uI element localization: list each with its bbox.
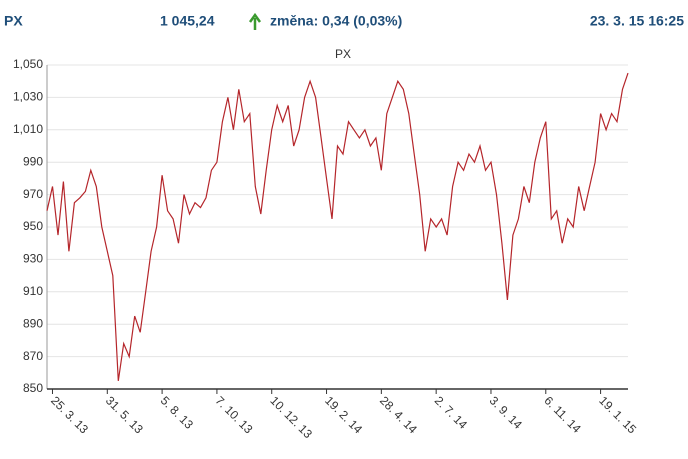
symbol: PX: [4, 13, 23, 29]
y-tick-label: 990: [23, 154, 43, 168]
y-tick-label: 1,010: [13, 122, 43, 136]
y-tick-label: 950: [23, 219, 43, 233]
x-tick-label: 19. 2. 14: [322, 393, 365, 436]
x-tick-label: 5. 8. 13: [158, 393, 196, 431]
line: [46, 72, 629, 381]
y-tick-label: 1,050: [13, 57, 43, 71]
x-tick-label: 10. 12. 13: [267, 393, 315, 441]
change: změna: 0,34 (0,03%): [270, 13, 402, 29]
y-tick-label: 930: [23, 252, 43, 266]
time: 23. 3. 15 16:25: [590, 13, 684, 29]
x-tick-label: 6. 11. 14: [541, 393, 584, 436]
y-tick-label: 1,030: [13, 90, 43, 104]
y-tick-label: 910: [23, 284, 43, 298]
y-tick-label: 870: [23, 349, 43, 363]
y-tick-label: 850: [23, 381, 43, 395]
chart-title: PX: [335, 47, 351, 61]
up-arrow: [248, 12, 262, 30]
x-tick-label: 19. 1. 15: [596, 393, 639, 436]
x-tick-label: 31. 5. 13: [103, 393, 146, 436]
y-tick-label: 890: [23, 316, 43, 330]
x-tick-label: 7. 10. 13: [213, 393, 256, 436]
price: 1 045,24: [160, 13, 215, 29]
x-tick-label: 25. 3. 13: [48, 393, 91, 436]
x-tick-label: 2. 7. 14: [432, 393, 470, 431]
x-tick-label: 28. 4. 14: [377, 393, 420, 436]
y-tick-label: 970: [23, 187, 43, 201]
x-tick-label: 3. 9. 14: [487, 393, 525, 431]
